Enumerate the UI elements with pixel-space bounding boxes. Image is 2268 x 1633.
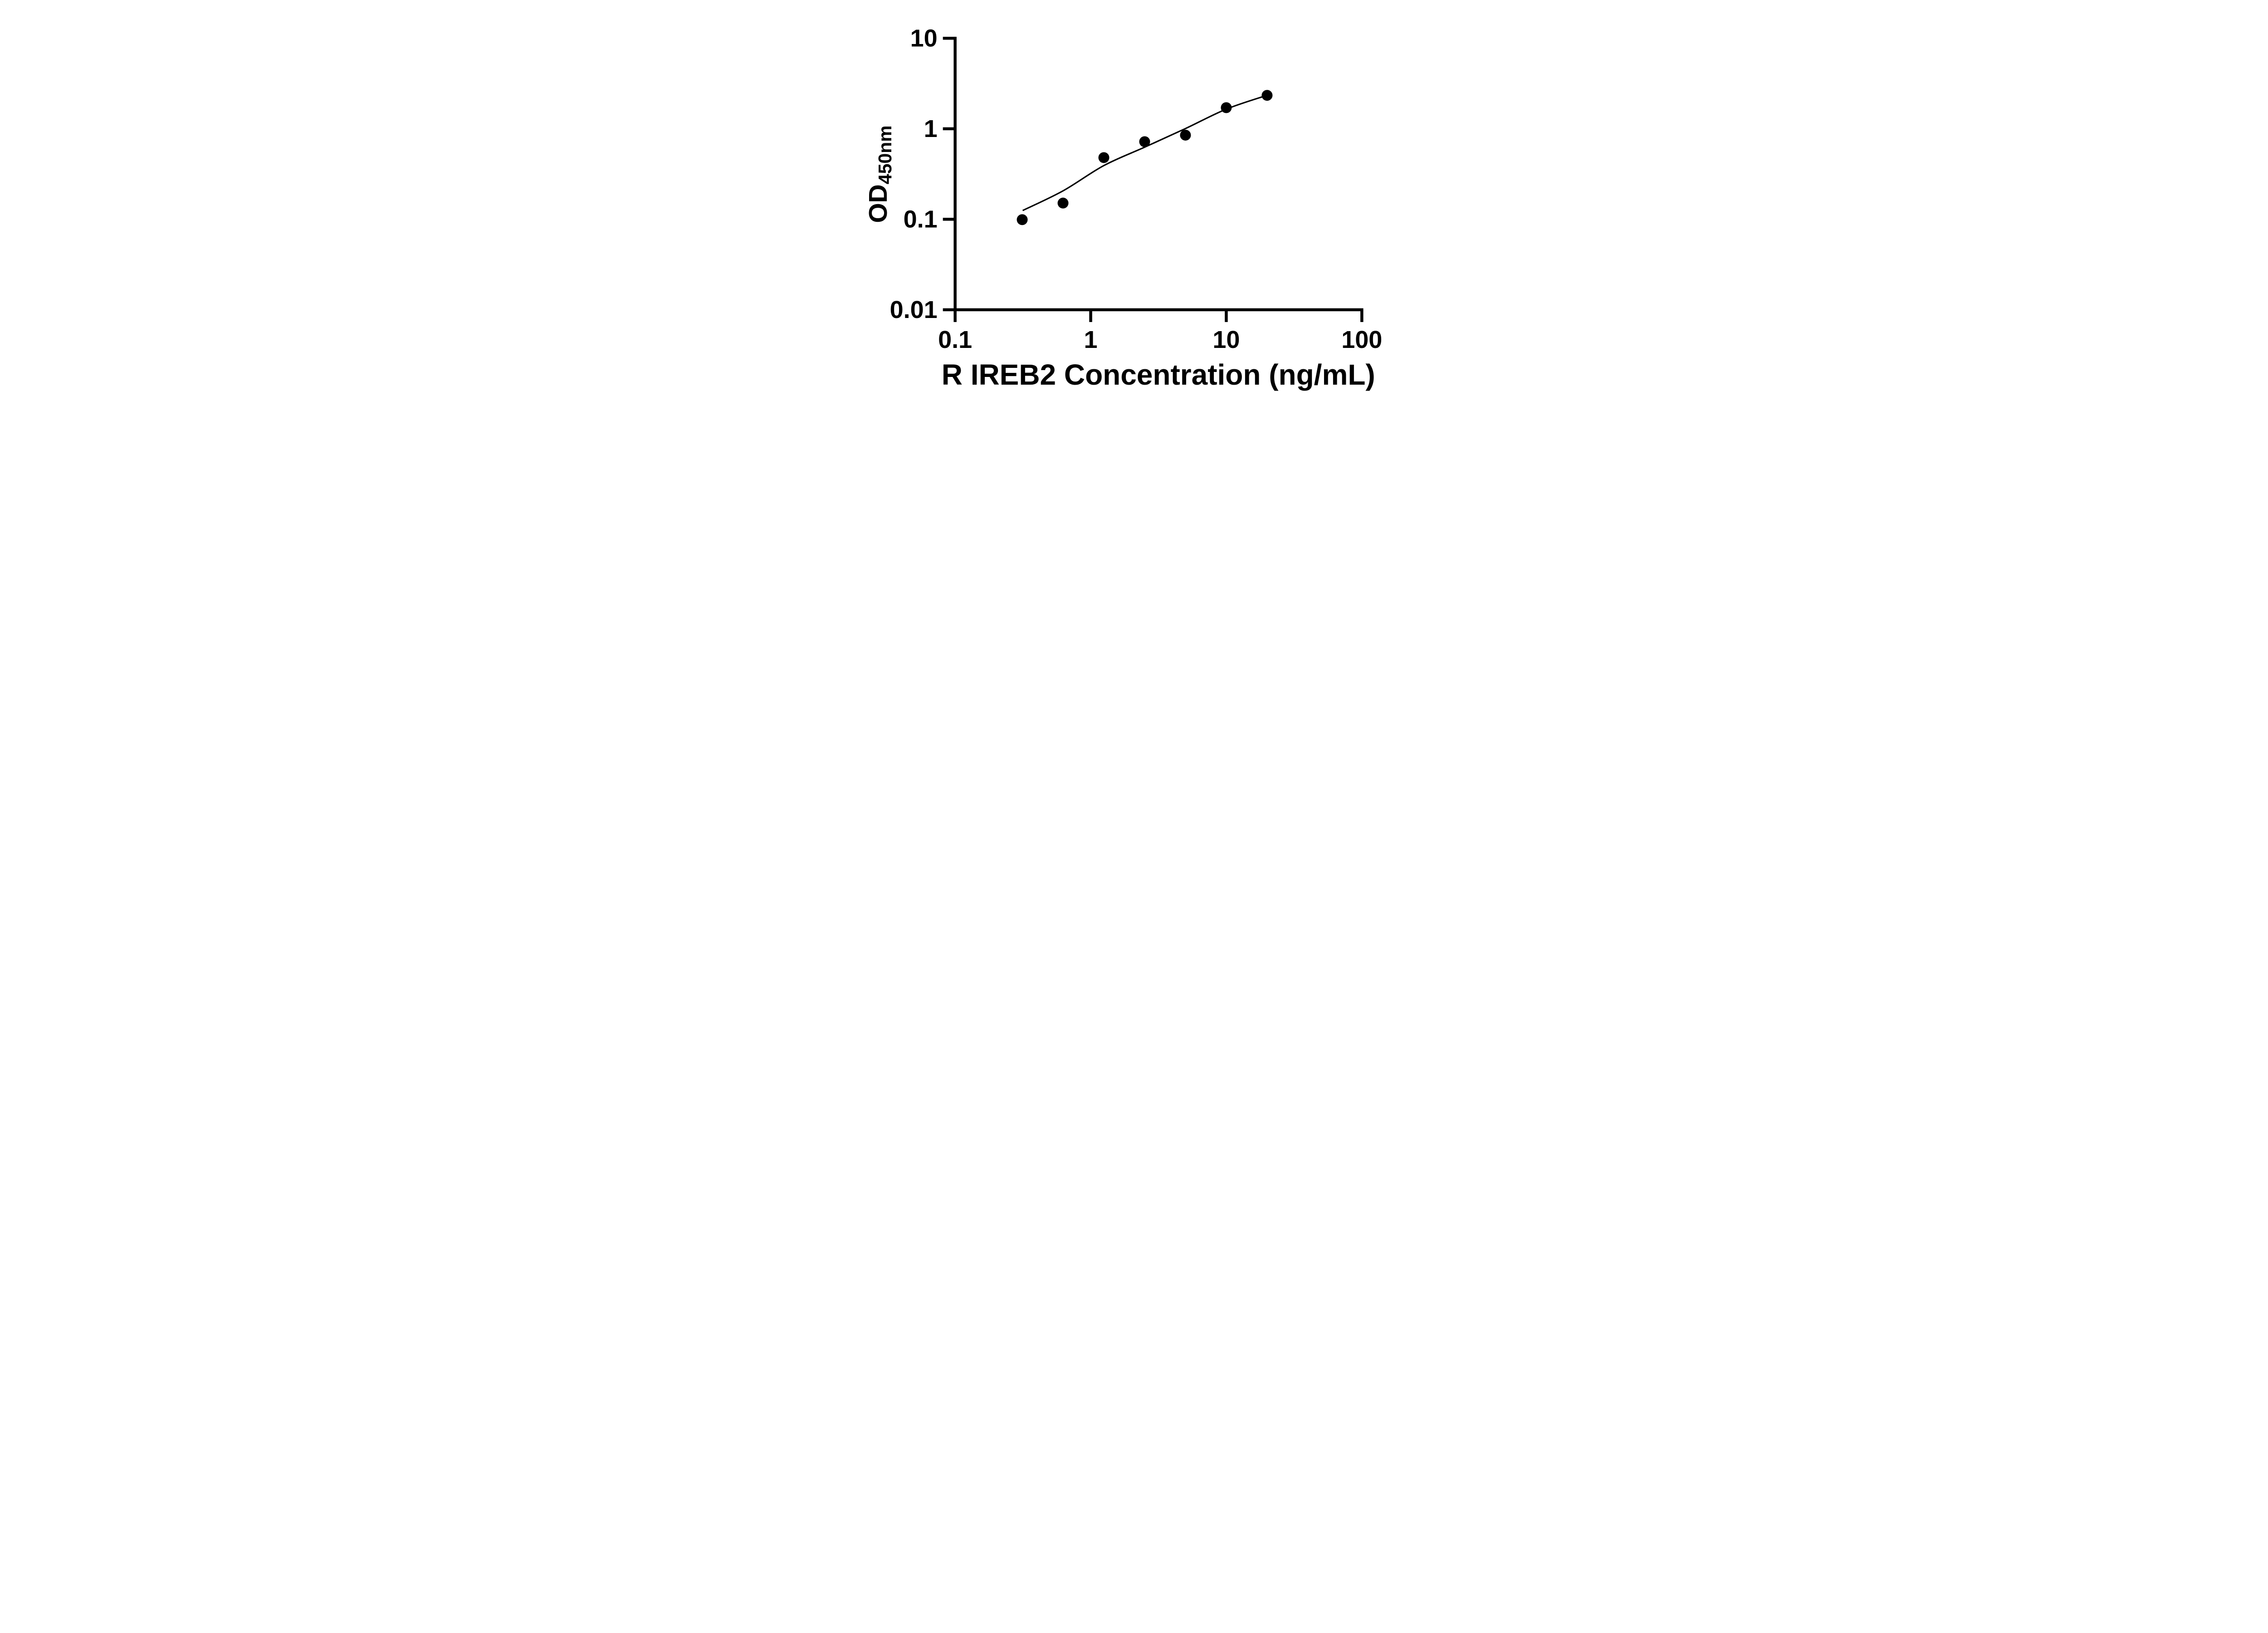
x-axis-title: R IREB2 Concentration (ng/mL)	[941, 358, 1375, 391]
y-tick-label-1: 1	[924, 115, 937, 142]
data-point-5	[1179, 129, 1191, 141]
y-axis-title-main: OD	[863, 184, 892, 223]
y-tick-label-0.01: 0.01	[890, 296, 937, 323]
data-point-6	[1220, 102, 1232, 113]
fit-curve-path	[1022, 94, 1267, 211]
y-tick-label-10: 10	[910, 24, 937, 52]
axes-layer	[943, 37, 1364, 322]
x-tick-label-0.1: 0.1	[938, 326, 972, 353]
data-point-4	[1139, 136, 1150, 147]
data-point-1	[1017, 214, 1028, 225]
y-tick-label-0.1: 0.1	[903, 205, 937, 233]
elisa-standard-curve-figure: 0.01 0.1 1 10 0.1 1 10 100 R IREB2 Concentratio…	[842, 0, 1426, 408]
data-points-layer	[1017, 90, 1272, 225]
y-axis-title: OD450nm	[863, 125, 895, 223]
x-tick-label-100: 100	[1341, 326, 1382, 353]
fit-curve-layer	[1022, 94, 1267, 211]
data-point-7	[1261, 90, 1272, 101]
x-tick-label-1: 1	[1084, 326, 1097, 353]
y-axis-title-subscript: 450nm	[874, 125, 895, 184]
x-tick-label-10: 10	[1212, 326, 1240, 353]
data-point-2	[1057, 197, 1069, 209]
data-point-3	[1098, 152, 1110, 163]
